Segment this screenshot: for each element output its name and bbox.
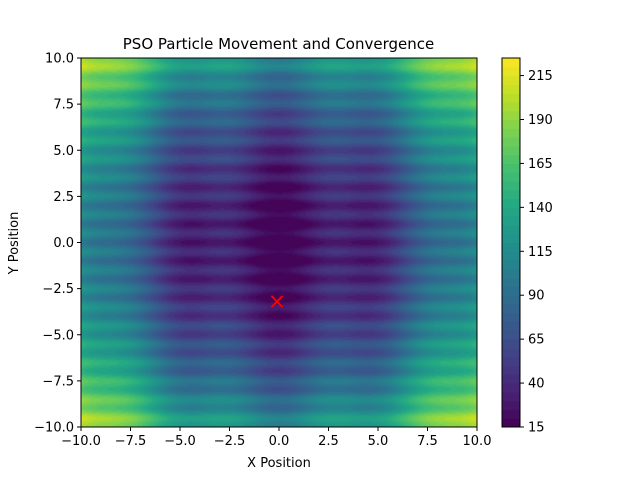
x-tick-label: 5.0 (368, 434, 389, 449)
y-tick-label: −10.0 (34, 421, 74, 436)
colorbar-band (502, 242, 520, 252)
colorbar-ticks: 15 40 65 90 115 140 165 190 215 (520, 69, 553, 436)
particle-point (274, 299, 280, 304)
colorbar-frame (501, 57, 521, 428)
colorbar-band (502, 216, 520, 226)
y-tick-label: 5.0 (53, 144, 74, 159)
colorbar-tick-label: 140 (528, 201, 553, 216)
colorbar-band (502, 189, 520, 200)
colorbar-band (502, 321, 520, 331)
y-tick-label: 7.5 (53, 98, 74, 113)
colorbar-tick-label: 115 (528, 245, 553, 260)
colorbar-band (502, 198, 520, 208)
x-axis: −10.0 −7.5 −5.0 −2.5 0.0 2.5 5.0 7.5 10.0 (61, 427, 491, 449)
colorbar-band (502, 312, 520, 323)
colorbar-band (502, 128, 520, 138)
colorbar-band (502, 277, 520, 288)
colorbar-band (502, 260, 520, 270)
colorbar-band (502, 181, 520, 191)
x-tick-label: −2.5 (214, 434, 246, 449)
colorbar-band (502, 172, 520, 182)
colorbar-tick-label: 15 (528, 421, 545, 436)
y-axis-label: Y Position (7, 212, 22, 276)
colorbar-band (502, 418, 520, 427)
colorbar-band (502, 154, 520, 165)
colorbar-band (502, 356, 520, 367)
y-tick-label: −2.5 (42, 282, 74, 297)
x-tick-label: −7.5 (115, 434, 147, 449)
markers-layer: × (268, 290, 286, 315)
colorbar-band (502, 110, 520, 121)
colorbar-band (502, 383, 520, 393)
colorbar: 15 40 65 90 115 140 165 190 215 (501, 57, 553, 436)
colorbar-band (502, 58, 520, 68)
colorbar-band (502, 137, 520, 147)
y-tick-label: 10.0 (45, 52, 74, 67)
colorbar-tick-label: 190 (528, 113, 553, 128)
colorbar-band (502, 347, 520, 358)
colorbar-band (502, 339, 520, 349)
chart-title: PSO Particle Movement and Convergence (123, 35, 434, 53)
colorbar-band (502, 251, 520, 261)
colorbar-tick-label: 65 (528, 333, 545, 348)
x-tick-label: −5.0 (164, 434, 196, 449)
contour-surface (81, 58, 477, 427)
y-tick-label: 0.0 (53, 236, 74, 251)
colorbar-band (502, 84, 520, 94)
colorbar-tick-label: 40 (528, 377, 545, 392)
colorbar-band (502, 66, 520, 77)
colorbar-bands (502, 58, 520, 427)
colorbar-tick-label: 90 (528, 289, 545, 304)
colorbar-band (502, 233, 520, 244)
colorbar-tick-label: 165 (528, 157, 553, 172)
best-position-marker: × (268, 290, 286, 315)
colorbar-band (502, 119, 520, 129)
y-tick-label: −7.5 (42, 374, 74, 389)
colorbar-band (502, 295, 520, 305)
colorbar-band (502, 286, 520, 296)
plot-area: × (80, 57, 478, 428)
colorbar-band (502, 101, 520, 112)
x-tick-label: 0.0 (269, 434, 290, 449)
x-tick-label: 7.5 (417, 434, 438, 449)
colorbar-band (502, 409, 520, 419)
y-axis: −10.0 −7.5 −5.0 −2.5 0.0 2.5 5.0 7.5 10.0 (34, 52, 81, 436)
y-tick-label: 2.5 (53, 190, 74, 205)
colorbar-band (502, 207, 520, 217)
colorbar-band (502, 391, 520, 402)
colorbar-band (502, 224, 520, 235)
colorbar-band (502, 75, 520, 85)
colorbar-band (502, 268, 520, 279)
colorbar-band (502, 374, 520, 384)
colorbar-band (502, 365, 520, 375)
colorbar-tick-label: 215 (528, 69, 553, 84)
x-axis-label: X Position (247, 456, 311, 471)
y-tick-label: −5.0 (42, 328, 74, 343)
colorbar-band (502, 145, 520, 156)
colorbar-band (502, 163, 520, 173)
colorbar-band (502, 93, 520, 103)
x-tick-label: −10.0 (61, 434, 101, 449)
colorbar-band (502, 304, 520, 314)
x-tick-label: 10.0 (463, 434, 492, 449)
x-tick-label: 2.5 (318, 434, 339, 449)
colorbar-band (502, 400, 520, 411)
colorbar-band (502, 330, 520, 340)
